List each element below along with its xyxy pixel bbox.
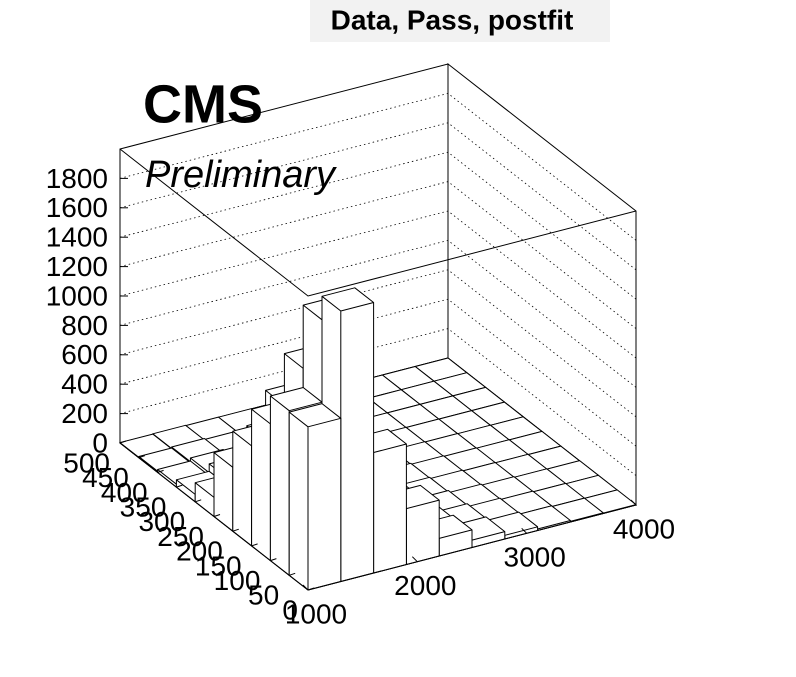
grid-line: [119, 92, 637, 241]
z-tick-label: 0: [92, 427, 108, 458]
y-tick-label: 400: [101, 477, 148, 508]
z-tick-label: 1000: [46, 280, 108, 311]
z-tick-label: 1600: [46, 192, 108, 223]
x-tick-label: 4000: [613, 513, 675, 544]
plot-area: 0200400600800100012001400160018001000200…: [46, 62, 675, 629]
x-axis: [307, 504, 637, 591]
y-tick-label: 150: [195, 550, 242, 581]
x-tick-label: 3000: [504, 542, 566, 573]
y-tick: [232, 528, 239, 532]
x-tick: [630, 499, 637, 506]
y-tick-label: 500: [63, 447, 110, 478]
y-tick-label: 250: [157, 521, 204, 552]
box-edge: [119, 148, 637, 297]
status-label: Preliminary: [145, 154, 337, 196]
y-tick: [157, 469, 164, 473]
z-tick-label: 1800: [46, 163, 108, 194]
title-box: [310, 0, 610, 42]
y-tick-label: 350: [120, 491, 167, 522]
grid-line: [119, 239, 637, 388]
grid-line: [119, 122, 637, 271]
x-tick: [411, 556, 418, 563]
z-tick-label: 1400: [46, 222, 108, 253]
chart-title: Data, Pass, postfit: [331, 4, 574, 35]
z-tick-label: 200: [61, 398, 108, 429]
y-tick-label: 50: [248, 580, 279, 611]
y-tick: [213, 514, 221, 517]
z-tick-label: 600: [61, 339, 108, 370]
y-tick-label: 200: [176, 536, 223, 567]
y-tick: [270, 558, 277, 562]
y-tick: [195, 499, 202, 503]
x-tick-label: 2000: [394, 570, 456, 601]
x-tick: [521, 527, 528, 534]
y-tick: [251, 543, 258, 547]
y-tick: [176, 484, 183, 488]
grid-line: [119, 151, 637, 300]
y-tick-label: 450: [82, 462, 129, 493]
z-tick-label: 1200: [46, 251, 108, 282]
y-tick-label: 100: [214, 565, 261, 596]
z-tick-label: 400: [61, 369, 108, 400]
y-tick: [119, 440, 127, 444]
grid-line: [119, 210, 637, 359]
y-tick: [138, 455, 145, 459]
y-tick: [289, 572, 296, 576]
y-tick: [307, 587, 315, 591]
bar: [288, 403, 342, 591]
grid-line: [119, 298, 637, 447]
grid-line: [119, 328, 637, 476]
z-tick-label: 800: [61, 310, 108, 341]
x-tick-label: 1000: [285, 598, 347, 629]
experiment-label: CMS: [143, 74, 263, 134]
grid-line: [119, 269, 637, 418]
grid-line: [119, 181, 637, 329]
y-tick-label: 0: [282, 594, 298, 625]
y-tick-label: 300: [138, 506, 185, 537]
